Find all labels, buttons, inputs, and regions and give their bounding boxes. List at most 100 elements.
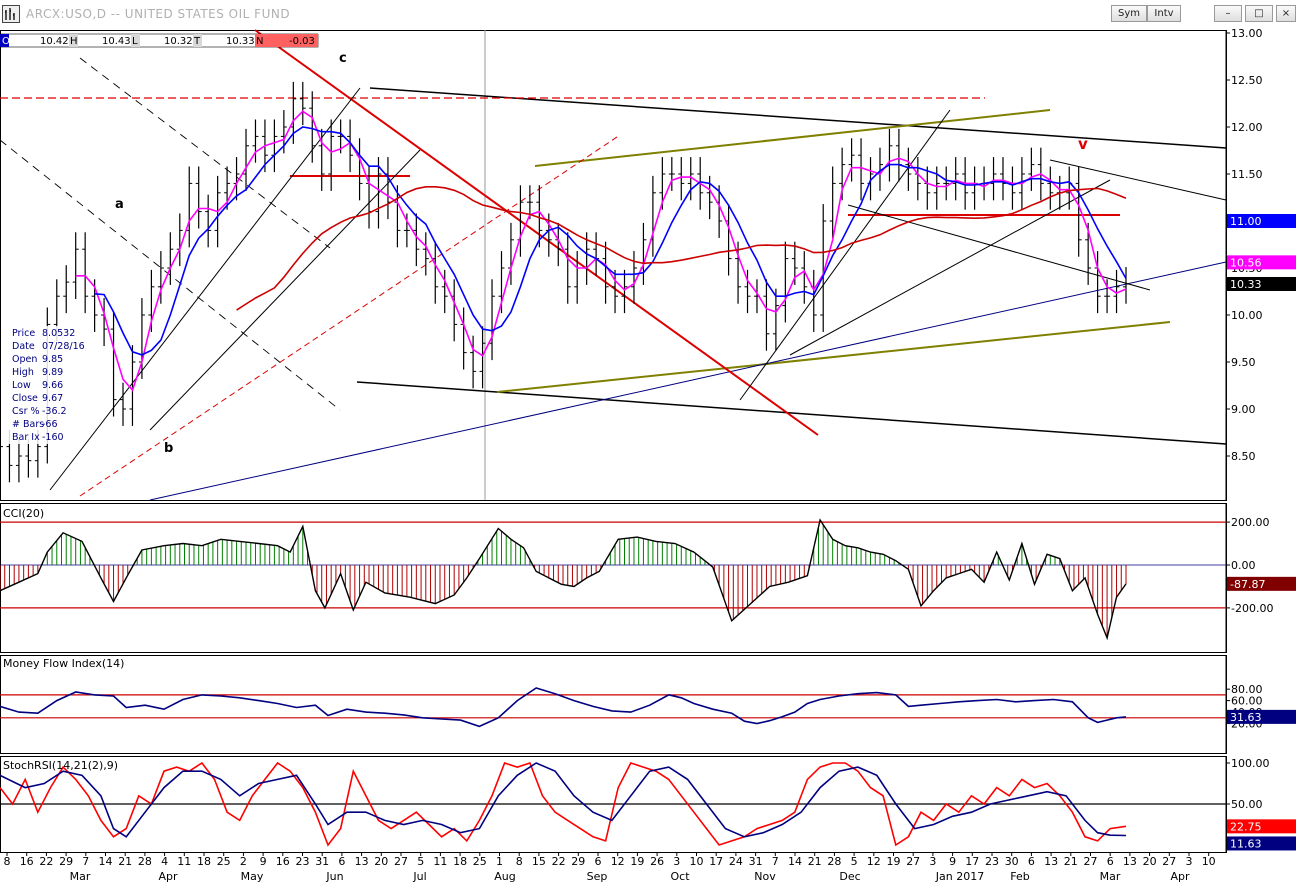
- x-tick-label: 13: [355, 855, 369, 868]
- data-window-value: -160: [42, 432, 64, 443]
- data-window-label: Csr %: [12, 406, 40, 417]
- long-trend-line: [149, 261, 1227, 501]
- price-last-label-bg: [1227, 276, 1296, 291]
- chart-bars-icon: [5, 8, 15, 20]
- panel-frames: [0, 30, 1227, 853]
- uptrend-line-2: [149, 149, 421, 431]
- data-window-label: Close: [12, 393, 38, 404]
- mfi-panel-frame: [0, 655, 1227, 754]
- data-window-value: 9.89: [42, 367, 63, 378]
- stoch-slow-line: [0, 762, 1127, 838]
- data-window-label: # Bars: [12, 419, 44, 430]
- wave-label-c: c: [339, 51, 347, 66]
- mfi-panel: [0, 687, 1226, 728]
- x-month-label: Sep: [587, 870, 608, 883]
- stoch-slow-last-label: 11.63: [1230, 837, 1262, 850]
- mfi-title: Money Flow Index(14): [3, 657, 124, 670]
- price-tick-label: 9.00: [1231, 403, 1256, 416]
- x-tick-label: 29: [571, 855, 585, 868]
- x-tick-label: 7: [82, 855, 89, 868]
- x-tick-label: 25: [217, 855, 231, 868]
- x-tick-label: 25: [473, 855, 487, 868]
- dashed-black-1: [79, 57, 331, 249]
- data-window: Price 8.0532 Date 07/28/16 Open 9.85 High 9.89 L…: [8, 326, 85, 444]
- downtrend-line-thin-2: [1049, 159, 1227, 201]
- x-tick-label: 5: [417, 855, 424, 868]
- ohlc-h-value: 10.43: [102, 36, 131, 47]
- x-tick-label: 3: [1186, 855, 1193, 868]
- ohlc-t-label: T: [193, 36, 201, 47]
- x-tick-label: 22: [552, 855, 566, 868]
- x-tick-label: 19: [887, 855, 901, 868]
- x-tick-label: 26: [650, 855, 664, 868]
- x-month-label: Mar: [70, 870, 91, 883]
- ohlc-l-label: L: [132, 36, 138, 47]
- price-tick-label: 8.50: [1231, 450, 1256, 463]
- ohlc-strip: O 10.42 H 10.43 L 10.32 T 10.33 N -0.03: [0, 33, 319, 48]
- indicator-tick-label: 0.00: [1231, 559, 1256, 572]
- data-window-value: 9.66: [42, 380, 63, 391]
- indicator-tick-label: 100.00: [1231, 757, 1270, 770]
- x-month-label: Apr: [1170, 870, 1190, 883]
- symbol-button-label: Sym: [1117, 8, 1140, 19]
- channel-lower-line: [496, 321, 1171, 393]
- interval-button-label: Intv: [1154, 8, 1174, 19]
- x-tick-label: 1: [496, 855, 503, 868]
- close-button[interactable]: ×: [1276, 5, 1296, 22]
- window-title: ARCX:USO,D -- UNITED STATES OIL FUND: [26, 7, 291, 21]
- ohlc-o-value: 10.42: [40, 36, 69, 47]
- title-bar: ARCX:USO,D -- UNITED STATES OIL FUND Sym…: [0, 0, 1297, 30]
- x-tick-label: 16: [276, 855, 290, 868]
- wave-label-a: a: [115, 197, 124, 212]
- price-tick-label: 12.00: [1231, 121, 1263, 134]
- sma-mid-line: [94, 126, 1127, 356]
- cci-line: [0, 518, 1127, 641]
- app-icon: [2, 5, 20, 23]
- resistance-line: [369, 87, 1227, 149]
- x-month-label: Feb: [1010, 870, 1029, 883]
- x-tick-label: 4: [161, 855, 168, 868]
- x-month-label: Jul: [412, 870, 426, 883]
- minimize-icon: –: [1225, 8, 1231, 19]
- x-tick-label: 14: [99, 855, 113, 868]
- x-tick-label: 31: [315, 855, 329, 868]
- minimize-button[interactable]: –: [1214, 5, 1242, 22]
- price-tick-label: 11.50: [1231, 168, 1263, 181]
- x-tick-label: 20: [374, 855, 388, 868]
- x-tick-label: 9: [260, 855, 267, 868]
- x-tick-label: 16: [20, 855, 34, 868]
- data-window-value: 9.85: [42, 354, 63, 365]
- x-tick-label: 13: [1044, 855, 1058, 868]
- x-tick-label: 19: [630, 855, 644, 868]
- price-panel-frame: [0, 30, 1227, 501]
- maximize-button[interactable]: □: [1245, 5, 1273, 22]
- x-tick-label: 11: [433, 855, 447, 868]
- data-window-label: Low: [12, 380, 31, 391]
- cci-last-label: -87.87: [1230, 578, 1265, 591]
- x-tick-label: 28: [138, 855, 152, 868]
- x-tick-label: 30: [1005, 855, 1019, 868]
- symbol-button[interactable]: Sym: [1111, 5, 1147, 22]
- x-tick-label: 11: [177, 855, 191, 868]
- wave-label-v: v: [1078, 135, 1088, 153]
- price-tick-label: 13.00: [1231, 27, 1263, 40]
- indicator-tick-label: 60.00: [1231, 695, 1263, 708]
- x-tick-label: 7: [772, 855, 779, 868]
- price-last-label: 10.56: [1230, 256, 1262, 269]
- x-month-label: Jan 2017: [935, 870, 984, 883]
- interval-button[interactable]: Intv: [1147, 5, 1181, 22]
- x-tick-label: 21: [808, 855, 822, 868]
- sma-slow-line: [236, 186, 1127, 311]
- indicator-tick-label: -200.00: [1231, 602, 1273, 615]
- data-window-value: 8.0532: [42, 328, 75, 339]
- downtrend-line-thin: [847, 204, 1151, 291]
- ohlc-h-label: H: [70, 36, 78, 47]
- price-last-label-bg: [1227, 255, 1296, 270]
- data-window-value: 9.67: [42, 393, 63, 404]
- x-tick-label: 6: [1028, 855, 1035, 868]
- channel-upper-line: [534, 109, 1051, 167]
- x-month-label: Jun: [325, 870, 343, 883]
- mfi-last-label-bg: [1227, 709, 1296, 724]
- x-tick-label: 8: [516, 855, 523, 868]
- mfi-last-label: 31.63: [1230, 711, 1262, 724]
